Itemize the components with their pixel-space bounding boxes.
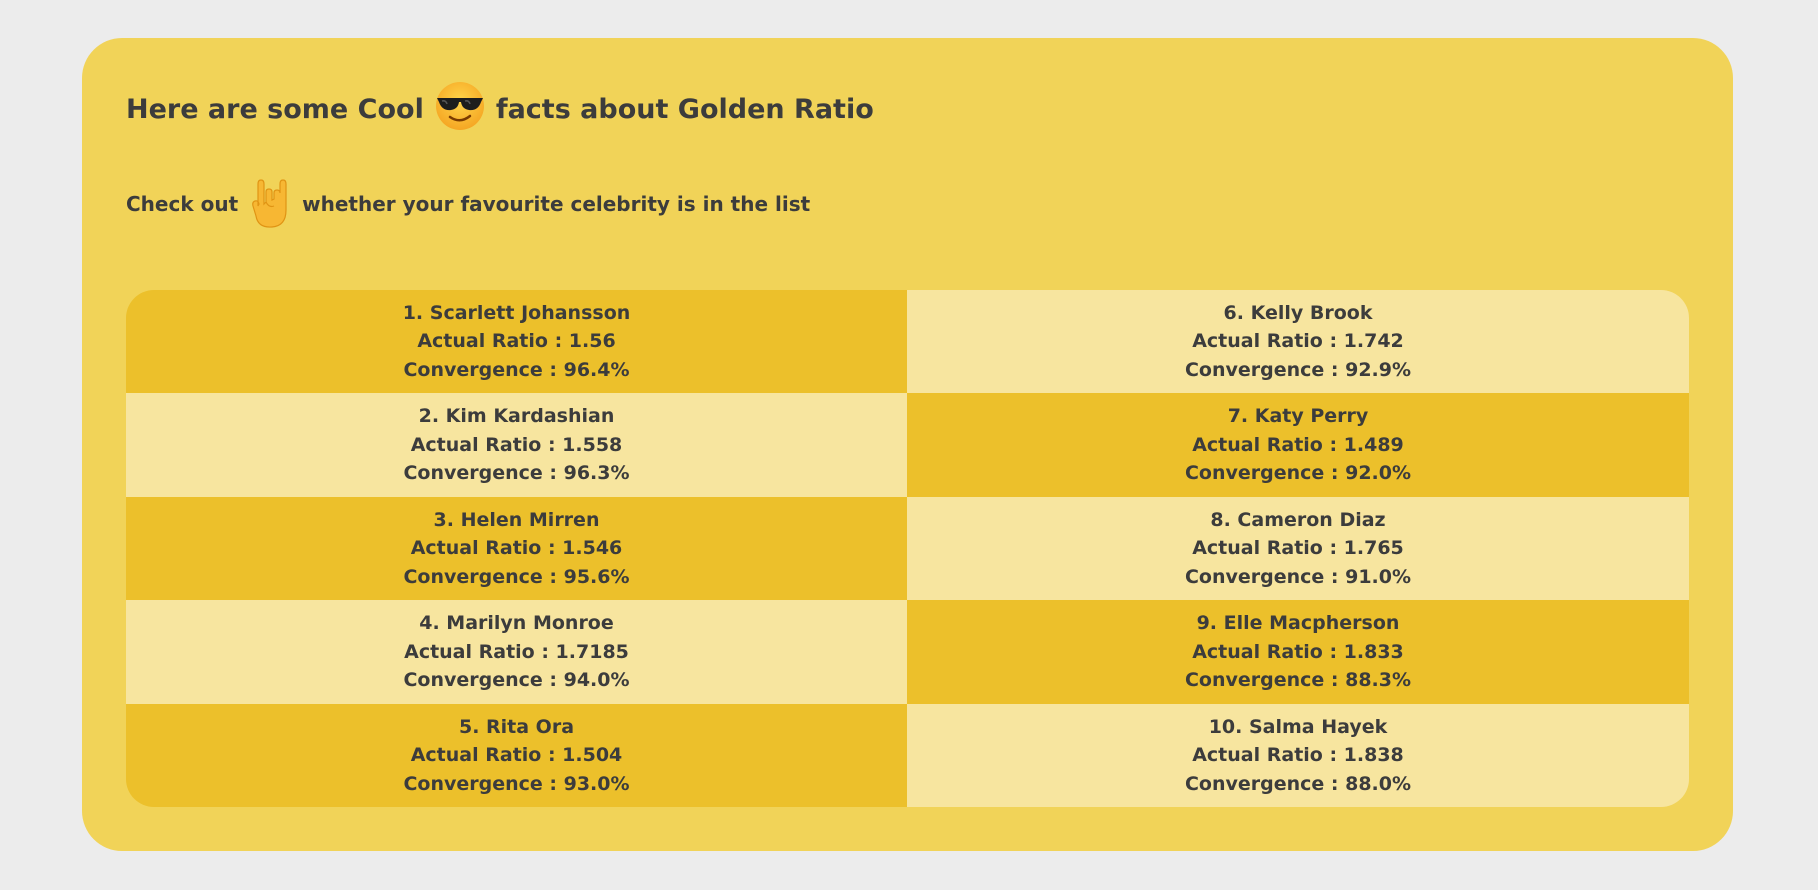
celebrity-ratio: Actual Ratio : 1.546 [410,537,623,560]
celebrity-convergence: Convergence : 96.3% [403,462,630,485]
celebrity-convergence: Convergence : 92.0% [1184,462,1412,485]
celebrity-ratio: Actual Ratio : 1.838 [1192,744,1404,767]
celebrity-ratio: Actual Ratio : 1.833 [1192,640,1404,663]
celebrity-ratio: Actual Ratio : 1.504 [410,744,623,767]
list-item: 1. Scarlett Johansson Actual Ratio : 1.5… [126,290,907,394]
celebrity-ratio: Actual Ratio : 1.489 [1192,433,1404,456]
celebrity-convergence: Convergence : 93.0% [403,772,630,795]
celebrity-convergence: Convergence : 96.4% [403,358,630,381]
celebrity-name: 9. Elle Macpherson [1196,612,1400,635]
celebrity-list: 1. Scarlett Johansson Actual Ratio : 1.5… [126,290,1689,807]
celebrity-convergence: Convergence : 88.0% [1184,772,1412,795]
celebrity-convergence: Convergence : 92.9% [1184,358,1412,381]
title-text-after: facts about Golden Ratio [495,93,874,125]
list-item: 2. Kim Kardashian Actual Ratio : 1.558 C… [126,393,907,497]
list-item: 3. Helen Mirren Actual Ratio : 1.546 Con… [126,496,907,601]
list-item: 7. Katy Perry Actual Ratio : 1.489 Conve… [907,393,1689,497]
celebrity-ratio: Actual Ratio : 1.742 [1192,330,1404,353]
list-item: 9. Elle Macpherson Actual Ratio : 1.833 … [907,600,1689,704]
list-item: 5. Rita Ora Actual Ratio : 1.504 Converg… [126,703,907,807]
list-item: 4. Marilyn Monroe Actual Ratio : 1.7185 … [126,600,907,704]
celebrity-name: 6. Kelly Brook [1223,301,1373,324]
title-text-before: Here are some Cool [126,93,424,125]
celebrity-convergence: Convergence : 88.3% [1184,669,1412,692]
celebrity-name: 10. Salma Hayek [1208,715,1388,738]
celebrity-name: 1. Scarlett Johansson [402,301,631,324]
celebrity-convergence: Convergence : 95.6% [403,565,630,588]
celebrity-name: 8. Cameron Diaz [1210,508,1386,531]
celebrity-name: 7. Katy Perry [1227,405,1369,428]
list-item: 6. Kelly Brook Actual Ratio : 1.742 Conv… [907,290,1689,394]
celebrity-name: 4. Marilyn Monroe [419,612,614,635]
golden-ratio-card: Here are some Cool facts about Golden Ra… [82,38,1733,851]
sunglasses-face-icon [434,80,486,139]
subtitle: Check out whether your favourite celebri… [126,176,810,232]
celebrity-name: 2. Kim Kardashian [418,405,615,428]
celebrity-ratio: Actual Ratio : 1.7185 [404,640,629,663]
celebrity-ratio: Actual Ratio : 1.558 [410,433,623,456]
celebrity-convergence: Convergence : 94.0% [403,669,630,692]
page-title: Here are some Cool facts about Golden Ra… [126,81,874,134]
celebrity-ratio: Actual Ratio : 1.56 [417,330,616,353]
list-item: 8. Cameron Diaz Actual Ratio : 1.765 Con… [907,496,1689,601]
celebrity-name: 3. Helen Mirren [433,508,600,531]
subtitle-text-before: Check out [126,192,239,216]
celebrity-convergence: Convergence : 91.0% [1184,565,1412,588]
subtitle-text-after: whether your favourite celebrity is in t… [302,192,811,216]
celebrity-ratio: Actual Ratio : 1.765 [1192,537,1404,560]
rock-on-hand-icon [250,178,290,230]
celebrity-name: 5. Rita Ora [458,715,575,738]
list-item: 10. Salma Hayek Actual Ratio : 1.838 Con… [907,703,1689,807]
